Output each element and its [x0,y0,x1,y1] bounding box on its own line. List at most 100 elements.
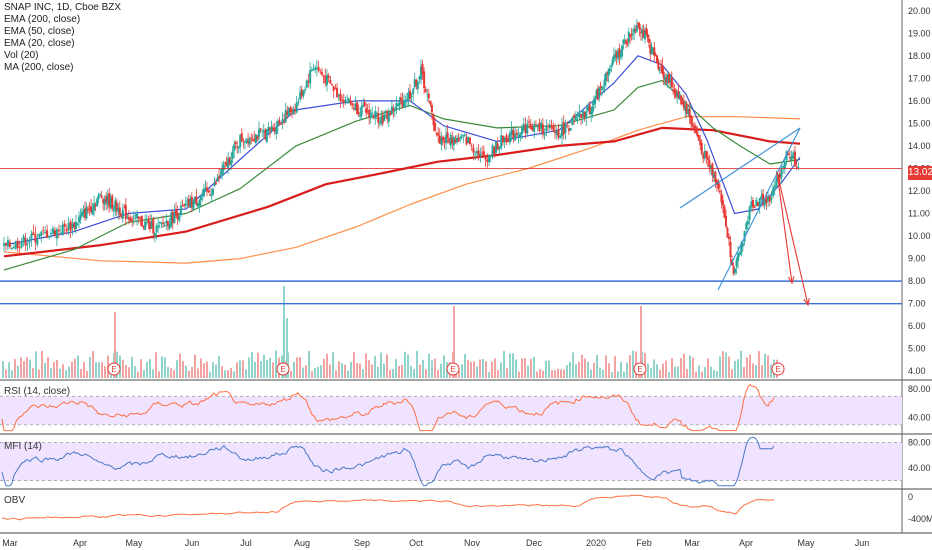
volume-bar [434,358,436,378]
candle-body [103,198,106,205]
price-tick-label: 6.00 [908,321,926,331]
candle-body [184,203,187,207]
volume-bar [650,368,652,378]
candle-body [566,125,569,127]
candle-body [438,135,441,144]
candle-body [236,146,239,148]
volume-bar [617,371,619,378]
volume-bar [392,369,394,378]
volume-bar [269,358,271,378]
candle-body [59,232,62,234]
volume-bar [20,357,22,378]
volume-bar [47,357,49,378]
candle-body [253,138,256,142]
candle-body [567,128,570,131]
earnings-marker-label: E [637,365,642,374]
volume-bar [686,369,688,378]
volume-bar [71,361,73,378]
volume-bar [140,359,142,378]
volume-bar [104,366,106,378]
candle-body [738,252,741,255]
candle-body [363,102,366,106]
candle-body [339,93,342,101]
candle-body [519,132,522,137]
candle-body [550,124,553,128]
candle-body [222,164,225,171]
candle-body [522,123,525,131]
candle-body [709,165,712,169]
ma200-line [3,126,801,258]
volume-bar [428,353,430,378]
earnings-marker-label: E [111,365,116,374]
candle-body [526,123,529,134]
candle-body [787,153,790,156]
volume-bar [56,359,58,378]
candle-body [82,210,85,214]
candle-body [639,31,642,34]
candle-body [479,153,482,157]
wedge-lower-line [717,127,801,291]
candle-body [668,74,671,83]
volume-bar [410,365,412,378]
candle-body [225,162,228,166]
candle-body [508,132,511,143]
volume-bar [665,360,667,378]
volume-bar [134,366,136,378]
volume-bar [605,355,607,378]
candle-body [778,173,781,179]
volume-bar [401,364,403,378]
candle-body [705,151,708,158]
candle-body [396,104,399,106]
volume-bar [509,353,511,378]
candle-body [741,243,744,247]
candle-body [219,175,222,177]
candle-body [162,222,165,225]
candle-body [515,132,518,135]
candle-body [218,176,221,179]
trendline-drawings[interactable] [0,127,902,472]
candle-body [243,141,246,143]
candle-body [273,128,276,132]
candle-body [673,90,676,92]
candle-body [401,100,404,108]
candle-body [608,68,611,71]
volume-bar [560,369,562,378]
rsi-tick: 80.00 [908,384,931,394]
mfi-pane-label: MFI (14) [4,441,42,452]
time-tick-label: Mar [684,538,700,548]
volume-bar [473,361,475,378]
candle-body [18,247,21,249]
volume-bar [695,371,697,378]
candle-body [656,55,659,64]
candle-body [651,47,654,49]
candle-body [767,195,770,201]
candle-body [150,221,153,229]
candle-body [685,104,688,114]
volume-bar [458,370,460,378]
candle-body [691,123,694,127]
candle-body [727,236,730,240]
candle-body [626,43,629,45]
volume-bar [311,371,313,378]
time-tick-label: Oct [409,538,424,548]
rsi-line [1,384,775,432]
candle-body [360,106,363,116]
candle-body [115,202,118,211]
candle-body [336,87,339,98]
candle-body [571,117,574,126]
volume-bar [347,370,349,378]
candle-body [440,137,443,145]
volume-bar [515,359,517,378]
candle-body [99,194,102,196]
volume-spike [283,286,285,378]
candle-body [614,54,617,57]
volume-bar [50,368,52,378]
candle-body [564,123,567,133]
volume-bar [488,371,490,378]
wedge-upper-line [679,127,801,209]
candle-body [106,195,109,205]
volume-bar [752,363,754,378]
candle-body [700,143,703,154]
